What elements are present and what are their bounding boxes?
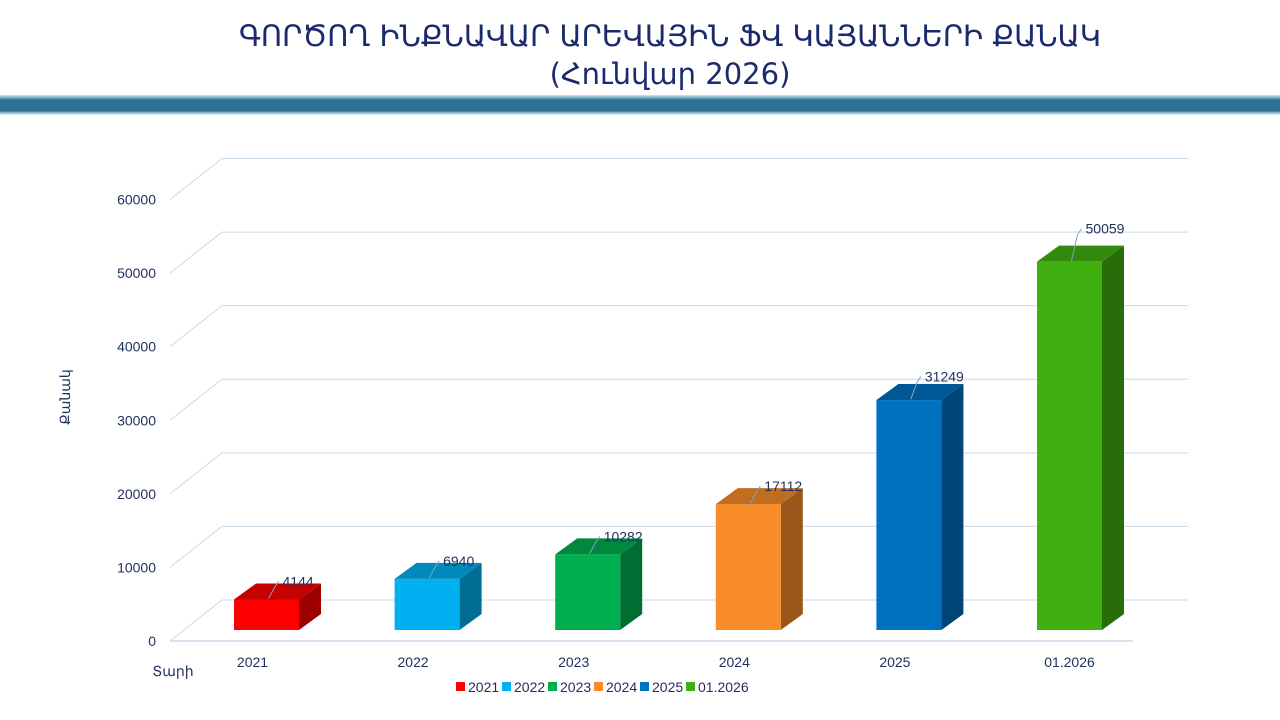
data-label: 31249 bbox=[925, 368, 964, 384]
data-label-leader bbox=[910, 376, 922, 400]
y-tick-label: 60000 bbox=[117, 192, 156, 208]
header-divider-band bbox=[0, 95, 1280, 115]
bar-top bbox=[715, 488, 803, 505]
bar bbox=[876, 400, 942, 630]
legend-entry: 2025 bbox=[652, 679, 683, 695]
legend-entry: 2024 bbox=[606, 679, 637, 695]
legend-entry: 2021 bbox=[468, 679, 499, 695]
gridline bbox=[169, 305, 1188, 348]
y-tick-label: 50000 bbox=[117, 265, 156, 281]
data-label-leader bbox=[268, 581, 279, 599]
bar-side bbox=[459, 562, 482, 630]
data-label-leader bbox=[589, 536, 601, 554]
bar bbox=[555, 554, 621, 630]
bar-side bbox=[299, 583, 321, 630]
bar-side bbox=[620, 538, 643, 630]
x-tick-label: 2023 bbox=[558, 654, 589, 670]
x-axis-label: Տարի bbox=[152, 663, 193, 679]
bar bbox=[394, 578, 460, 630]
x-tick-label: 2024 bbox=[719, 654, 750, 670]
gridline bbox=[169, 525, 1188, 568]
bar-2025: 31249 bbox=[876, 368, 964, 630]
bar-side bbox=[1102, 245, 1124, 631]
y-axis-label: Քանակ bbox=[57, 369, 73, 425]
x-tick-label: 01.2026 bbox=[1044, 654, 1095, 670]
x-tick-label: 2021 bbox=[237, 654, 268, 670]
y-tick-label: 30000 bbox=[117, 412, 156, 428]
bar-2024: 17112 bbox=[715, 478, 803, 630]
data-label-leader bbox=[749, 485, 761, 504]
bar-top bbox=[394, 562, 482, 579]
bar-2023: 10282 bbox=[555, 528, 643, 630]
bar-top bbox=[234, 583, 321, 600]
x-tick-label: 2022 bbox=[398, 654, 429, 670]
legend: 2021 2022 2023 2024 2025 01.2026 bbox=[456, 679, 749, 695]
data-label: 4144 bbox=[283, 574, 314, 590]
y-tick-label: 40000 bbox=[117, 339, 156, 355]
bar-top bbox=[876, 384, 964, 401]
legend-swatch bbox=[456, 682, 465, 691]
legend-entry: 2023 bbox=[560, 679, 591, 695]
legend-swatch bbox=[686, 682, 695, 691]
bar-2021: 4144 bbox=[234, 574, 321, 630]
gridlines bbox=[169, 158, 1188, 642]
axis-labels: 0 10000 20000 30000 40000 50000 60000 2021 2022 2… bbox=[117, 192, 1095, 671]
bar bbox=[234, 599, 299, 630]
data-label: 17112 bbox=[764, 478, 802, 494]
gridline bbox=[169, 158, 1188, 200]
legend-entry: 01.2026 bbox=[698, 679, 749, 695]
y-tick-label: 10000 bbox=[117, 559, 156, 575]
data-label: 6940 bbox=[443, 553, 474, 569]
bars: 4144 6940 10282 17112 31249 50059 bbox=[234, 221, 1125, 631]
bar-side bbox=[780, 488, 803, 630]
bar bbox=[1037, 261, 1102, 630]
data-label-leader bbox=[1071, 228, 1082, 261]
bar-top bbox=[1037, 245, 1124, 262]
bar-01.2026: 50059 bbox=[1037, 221, 1125, 631]
chart-title: ԳՈՐԾՈՂ ԻՆՔՆԱՎԱՐ ԱՐԵՎԱՅԻՆ ՖՎ ԿԱՅԱՆՆԵՐԻ ՔԱ… bbox=[239, 19, 1101, 53]
bar bbox=[715, 504, 781, 630]
legend-swatch bbox=[640, 682, 649, 691]
data-label: 10282 bbox=[604, 528, 643, 544]
gridline bbox=[169, 378, 1188, 421]
bar-top bbox=[555, 538, 643, 555]
legend-entry: 2022 bbox=[514, 679, 545, 695]
bar-side bbox=[941, 384, 964, 630]
legend-swatch bbox=[502, 682, 511, 691]
data-label-leader bbox=[428, 560, 440, 579]
gridline bbox=[169, 231, 1188, 274]
legend-swatch bbox=[594, 682, 603, 691]
gridline bbox=[169, 452, 1188, 495]
legend-swatch bbox=[548, 682, 557, 691]
gridline bbox=[169, 599, 1188, 642]
y-tick-label: 0 bbox=[148, 633, 156, 649]
chart-subtitle: (Հունվար 2026) bbox=[549, 57, 791, 91]
y-tick-label: 20000 bbox=[117, 486, 156, 502]
x-tick-label: 2025 bbox=[879, 654, 910, 670]
data-label: 50059 bbox=[1086, 221, 1125, 237]
bar-2022: 6940 bbox=[394, 553, 482, 630]
